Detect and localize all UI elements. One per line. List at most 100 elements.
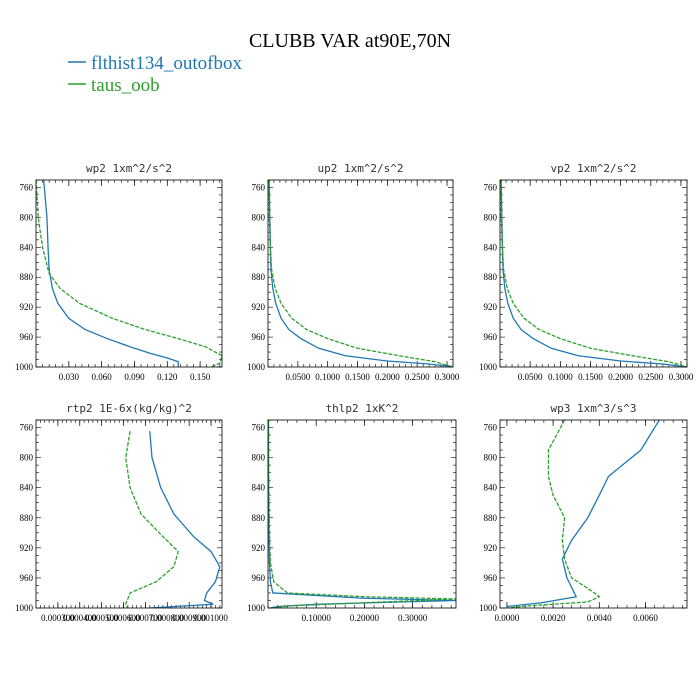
xtick-label: 0.000700 bbox=[129, 613, 163, 623]
xtick-label: 0.0500 bbox=[285, 372, 310, 382]
ytick-label: 1000 bbox=[479, 603, 498, 613]
panel-frame bbox=[499, 419, 688, 609]
ytick-label: 880 bbox=[20, 272, 34, 282]
xtick-label: 0.20000 bbox=[350, 613, 380, 623]
ytick-label: 800 bbox=[252, 212, 266, 222]
ytick-label: 960 bbox=[484, 573, 498, 583]
ytick-label: 1000 bbox=[15, 603, 34, 613]
xtick-label: 0.000300 bbox=[41, 613, 75, 623]
legend-label-1: taus_oob bbox=[91, 75, 160, 96]
xtick-label: 0.3000 bbox=[435, 372, 460, 382]
xtick-label: 0.0020 bbox=[541, 613, 566, 623]
ytick-label: 760 bbox=[484, 182, 498, 192]
xtick-label: 0.000800 bbox=[150, 613, 184, 623]
xtick-label: 0.120 bbox=[157, 372, 178, 382]
ytick-label: 800 bbox=[484, 453, 498, 463]
ytick-label: 880 bbox=[484, 272, 498, 282]
ytick-label: 760 bbox=[20, 182, 34, 192]
series-line-0 bbox=[43, 180, 179, 367]
ytick-label: 840 bbox=[20, 242, 34, 252]
ytick-label: 1000 bbox=[15, 362, 34, 372]
xtick-label: 0.2000 bbox=[608, 372, 633, 382]
ytick-label: 880 bbox=[252, 272, 266, 282]
series-line-1 bbox=[125, 431, 179, 608]
ytick-label: 760 bbox=[252, 423, 266, 433]
series-line-0 bbox=[506, 420, 660, 608]
xtick-label: 0.001000 bbox=[194, 613, 228, 623]
xtick-label: 0.10000 bbox=[302, 613, 332, 623]
xtick-label: 0.0000 bbox=[495, 613, 520, 623]
ytick-label: 840 bbox=[484, 483, 498, 493]
panel-frame bbox=[35, 419, 223, 609]
panels: wp2 1xm^2/s^2 760 800 840 880 920 960 1000 0.030… bbox=[15, 162, 694, 623]
xtick-label: 0.0040 bbox=[587, 613, 612, 623]
panel-2: vp2 1xm^2/s^2 760 800 840 880 920 960 1000 0.050… bbox=[479, 162, 694, 382]
ytick-label: 760 bbox=[252, 182, 266, 192]
ytick-label: 920 bbox=[484, 302, 498, 312]
ytick-label: 960 bbox=[484, 332, 498, 342]
ytick-label: 800 bbox=[20, 212, 34, 222]
figure-title: CLUBB VAR at90E,70N bbox=[249, 30, 451, 52]
panel-frame bbox=[267, 179, 454, 368]
series-line-0 bbox=[268, 420, 456, 608]
panel-title-3: rtp2 1E-6x(kg/kg)^2 bbox=[66, 402, 192, 415]
ytick-label: 840 bbox=[252, 242, 266, 252]
xtick-label: 0.3000 bbox=[669, 372, 694, 382]
xtick-label: 0.30000 bbox=[398, 613, 428, 623]
xtick-label: 0.090 bbox=[124, 372, 145, 382]
ytick-label: 920 bbox=[252, 302, 266, 312]
xtick-label: 0.1500 bbox=[578, 372, 603, 382]
ytick-label: 880 bbox=[20, 513, 34, 523]
ytick-label: 1000 bbox=[479, 362, 498, 372]
ytick-label: 840 bbox=[252, 483, 266, 493]
ytick-label: 840 bbox=[20, 483, 34, 493]
ytick-label: 920 bbox=[484, 543, 498, 553]
panel-frame bbox=[267, 419, 457, 609]
ytick-label: 760 bbox=[484, 423, 498, 433]
ytick-label: 1000 bbox=[247, 362, 266, 372]
panel-0: wp2 1xm^2/s^2 760 800 840 880 920 960 1000 0.030… bbox=[15, 162, 223, 382]
series-line-1 bbox=[506, 420, 601, 608]
xtick-label: 0.2000 bbox=[375, 372, 400, 382]
xtick-label: 0.2500 bbox=[405, 372, 430, 382]
series-line-1 bbox=[268, 420, 456, 608]
xtick-label: 0.2500 bbox=[638, 372, 663, 382]
ytick-label: 960 bbox=[252, 332, 266, 342]
xtick-label: 0.0500 bbox=[518, 372, 543, 382]
series-line-0 bbox=[149, 431, 221, 608]
xtick-label: 0.1500 bbox=[345, 372, 370, 382]
panel-3: rtp2 1E-6x(kg/kg)^2 760 800 840 880 920 960 100… bbox=[15, 402, 228, 623]
ytick-label: 920 bbox=[20, 543, 34, 553]
ytick-label: 800 bbox=[252, 453, 266, 463]
panel-5: wp3 1xm^3/s^3 760 800 840 880 920 960 10000.000… bbox=[479, 402, 688, 623]
xtick-label: 0.000400 bbox=[63, 613, 97, 623]
series-line-1 bbox=[268, 180, 453, 367]
ytick-label: 960 bbox=[252, 573, 266, 583]
series-line-0 bbox=[268, 180, 453, 367]
xtick-label: 0.1000 bbox=[315, 372, 340, 382]
panel-title-5: wp3 1xm^3/s^3 bbox=[550, 402, 636, 415]
panel-1: up2 1xm^2/s^2 760 800 840 880 920 960 1000 0.050… bbox=[247, 162, 460, 382]
panel-4: thlp2 1xK^2 760 800 840 880 920 960 1000 0.10000… bbox=[247, 402, 457, 623]
xtick-label: 0.0060 bbox=[633, 613, 658, 623]
panel-title-2: vp2 1xm^2/s^2 bbox=[550, 162, 636, 175]
ytick-label: 880 bbox=[484, 513, 498, 523]
xtick-label: 0.000900 bbox=[172, 613, 206, 623]
series-line-0 bbox=[500, 180, 687, 367]
ytick-label: 800 bbox=[484, 212, 498, 222]
ytick-label: 840 bbox=[484, 242, 498, 252]
ytick-label: 1000 bbox=[247, 603, 266, 613]
legend-label-0: flthist134_outofbox bbox=[91, 53, 242, 74]
series-line-1 bbox=[36, 180, 222, 367]
xtick-label: 0.000600 bbox=[107, 613, 141, 623]
ytick-label: 920 bbox=[20, 302, 34, 312]
xtick-label: 0.000500 bbox=[85, 613, 119, 623]
xtick-label: 0.150 bbox=[190, 372, 211, 382]
ytick-label: 760 bbox=[20, 423, 34, 433]
series-line-1 bbox=[500, 180, 687, 367]
panel-title-0: wp2 1xm^2/s^2 bbox=[86, 162, 172, 175]
panel-frame bbox=[35, 179, 223, 368]
ytick-label: 960 bbox=[20, 332, 34, 342]
xtick-label: 0.030 bbox=[59, 372, 80, 382]
